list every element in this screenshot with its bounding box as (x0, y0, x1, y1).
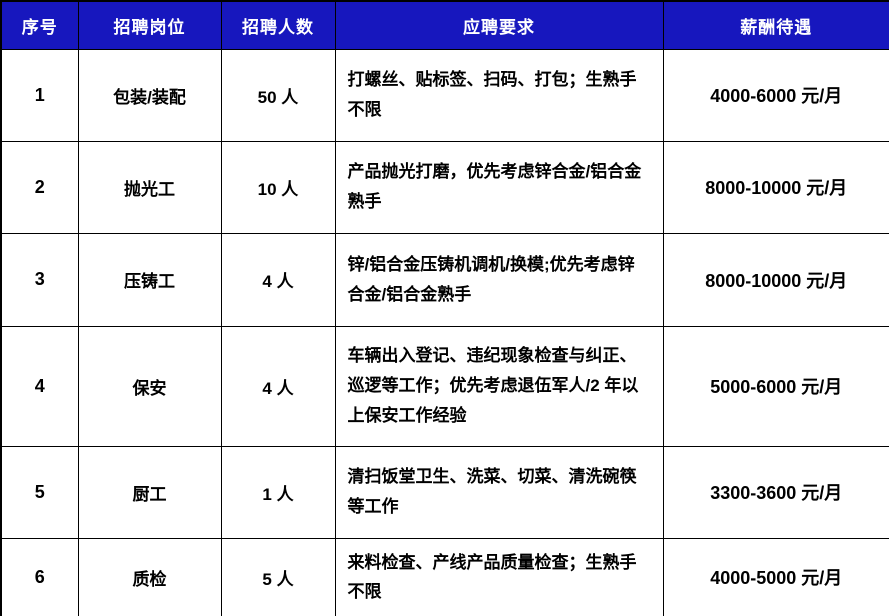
table-row: 3 压铸工 4 人锌/铝合金压铸机调机/换模;优先考虑锌合金/铝合金熟手 8000-1… (0, 232, 889, 327)
position-cell: 质检 (77, 537, 222, 616)
position-cell: 抛光工 (77, 140, 222, 234)
position-cell: 包装/装配 (77, 48, 222, 142)
requirements-cell: 产品抛光打磨，优先考虑锌合金/铝合金熟手 (334, 140, 664, 234)
salary-cell: 5000-6000 元/月 (662, 325, 889, 447)
requirements-cell: 清扫饭堂卫生、洗菜、切菜、清洗碗筷等工作 (334, 445, 664, 539)
salary-cell: 8000-10000 元/月 (662, 140, 889, 234)
headcount-cell: 50 人 (220, 48, 336, 142)
headcount-cell: 10 人 (220, 140, 336, 234)
row-number-cell: 5 (0, 445, 79, 539)
header-cell-salary: 薪酬待遇 (662, 0, 889, 50)
table-row: 1 包装/装配 50 人打螺丝、贴标签、扫码、打包；生熟手不限 4000-6000 元… (0, 48, 889, 142)
headcount-cell: 5 人 (220, 537, 336, 616)
table-body: 1 包装/装配 50 人打螺丝、贴标签、扫码、打包；生熟手不限 4000-6000 元… (0, 48, 889, 616)
salary-cell: 4000-5000 元/月 (662, 537, 889, 616)
headcount-cell: 4 人 (220, 325, 336, 447)
table-row: 5 厨工 1 人清扫饭堂卫生、洗菜、切菜、清洗碗筷等工作 3300-3600 元/月 (0, 445, 889, 539)
row-number-cell: 6 (0, 537, 79, 616)
table-row: 4 保安 4 人车辆出入登记、违纪现象检查与纠正、巡逻等工作；优先考虑退伍军人/2 … (0, 325, 889, 447)
row-number-cell: 3 (0, 232, 79, 327)
position-cell: 保安 (77, 325, 222, 447)
salary-cell: 3300-3600 元/月 (662, 445, 889, 539)
header-cell-index: 序号 (0, 0, 79, 50)
salary-cell: 4000-6000 元/月 (662, 48, 889, 142)
salary-cell: 8000-10000 元/月 (662, 232, 889, 327)
header-cell-requirements: 应聘要求 (334, 0, 664, 50)
header-cell-headcount: 招聘人数 (220, 0, 336, 50)
requirements-cell: 打螺丝、贴标签、扫码、打包；生熟手不限 (334, 48, 664, 142)
header-row: 序号 招聘岗位 招聘人数 应聘要求 薪酬待遇 (0, 0, 889, 50)
table-row: 2 抛光工 10 人产品抛光打磨，优先考虑锌合金/铝合金熟手 8000-10000 元… (0, 140, 889, 234)
position-cell: 压铸工 (77, 232, 222, 327)
headcount-cell: 1 人 (220, 445, 336, 539)
requirements-cell: 车辆出入登记、违纪现象检查与纠正、巡逻等工作；优先考虑退伍军人/2 年以上保安工… (334, 325, 664, 447)
requirements-cell: 来料检查、产线产品质量检查；生熟手不限 (334, 537, 664, 616)
row-number-cell: 4 (0, 325, 79, 447)
requirements-cell: 锌/铝合金压铸机调机/换模;优先考虑锌合金/铝合金熟手 (334, 232, 664, 327)
headcount-cell: 4 人 (220, 232, 336, 327)
table-row: 6 质检 5 人来料检查、产线产品质量检查；生熟手不限 4000-5000 元/月 (0, 537, 889, 616)
header-cell-position: 招聘岗位 (77, 0, 222, 50)
position-cell: 厨工 (77, 445, 222, 539)
row-number-cell: 1 (0, 48, 79, 142)
row-number-cell: 2 (0, 140, 79, 234)
table-header: 序号 招聘岗位 招聘人数 应聘要求 薪酬待遇 (0, 0, 889, 50)
